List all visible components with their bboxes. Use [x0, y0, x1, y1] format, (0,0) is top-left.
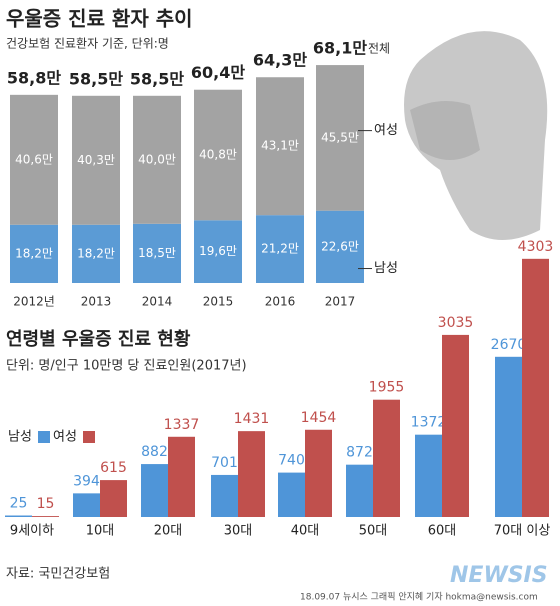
logo: NEWSIS: [450, 563, 548, 588]
silhouette-hand: [410, 101, 480, 160]
value-label: 740: [278, 453, 305, 469]
bar-segment: [72, 224, 120, 283]
legend-label: 여성: [53, 430, 77, 445]
bar-segment: [133, 95, 181, 224]
bar: [346, 464, 373, 517]
bar: [442, 334, 469, 517]
value-label: 3035: [438, 315, 474, 331]
x-tick-label: 20대: [154, 524, 183, 539]
value-label: 2670: [491, 337, 527, 353]
series-label: 남성: [374, 261, 398, 276]
value-label: 1454: [301, 410, 337, 426]
x-tick-label: 9세이하: [10, 524, 54, 539]
x-tick-label: 50대: [359, 524, 388, 539]
total-label: 68,1만: [313, 39, 367, 58]
bar-segment: [10, 224, 58, 283]
source: 자료: 국민건강보험: [6, 567, 110, 582]
value-label: 18,5만: [138, 246, 176, 260]
x-tick-label: 2016: [265, 295, 296, 309]
value-label: 22,6만: [321, 239, 359, 253]
bar: [5, 515, 32, 517]
subtitle: 건강보험 진료환자 기준, 단위:명: [6, 37, 169, 51]
value-label: 18,2만: [77, 246, 115, 260]
value-label: 882: [141, 444, 168, 460]
value-label: 21,2만: [261, 242, 299, 256]
total-label: 64,3만: [253, 51, 307, 70]
total-label: 58,5만: [69, 69, 123, 88]
bar: [238, 431, 265, 517]
total-name: 전체: [368, 42, 390, 56]
x-tick-label: 10대: [86, 524, 115, 539]
value-label: 40,3만: [77, 153, 115, 167]
x-tick-label: 60대: [428, 524, 457, 539]
bar-segment: [72, 95, 120, 225]
x-tick-label: 2014: [142, 295, 173, 309]
x-tick-label: 70대 이상: [494, 524, 551, 539]
bar: [32, 516, 59, 517]
series-label: 여성: [374, 123, 398, 138]
bar-segment: [194, 89, 242, 221]
bar-segment: [10, 94, 58, 225]
x-tick-label: 2013: [81, 295, 112, 309]
value-label: 45,5만: [321, 130, 359, 144]
value-label: 1431: [234, 411, 270, 427]
title: 우울증 진료 환자 추이: [6, 7, 193, 31]
bar-segment: [316, 65, 364, 211]
value-label: 15: [37, 496, 55, 512]
x-tick-label: 2017: [325, 295, 356, 309]
bar-segment: [316, 210, 364, 283]
bar: [495, 356, 522, 517]
value-label: 40,0만: [138, 152, 176, 166]
x-tick-label: 2015: [203, 295, 234, 309]
bar: [373, 399, 400, 517]
bar: [211, 474, 238, 517]
value-label: 40,6만: [15, 152, 53, 166]
value-label: 18,2만: [15, 246, 53, 260]
value-label: 4303: [518, 239, 554, 255]
bar-segment: [256, 77, 304, 216]
total-label: 60,4만: [191, 63, 245, 82]
x-tick-label: 2012년: [13, 295, 55, 309]
value-label: 25: [10, 496, 28, 512]
bar: [522, 258, 549, 517]
value-label: 872: [346, 445, 373, 461]
value-label: 394: [73, 473, 100, 489]
total-label: 58,5만: [130, 69, 184, 88]
legend-label: 남성: [8, 430, 32, 445]
bar-segment: [194, 220, 242, 283]
value-label: 1955: [369, 380, 405, 396]
legend-swatch: [83, 431, 95, 443]
value-label: 1372: [411, 415, 447, 431]
bar: [168, 436, 195, 517]
bar-segment: [256, 215, 304, 283]
value-label: 615: [100, 460, 127, 476]
value-label: 701: [211, 455, 238, 471]
subtitle: 단위: 명/인구 10만명 당 진료인원(2017년): [6, 359, 247, 374]
bar: [73, 493, 100, 517]
legend-swatch: [38, 431, 50, 443]
title: 연령별 우울증 진료 현황: [6, 329, 191, 350]
total-label: 58,8만: [7, 68, 61, 87]
x-tick-label: 40대: [291, 524, 320, 539]
value-label: 40,8만: [199, 148, 237, 162]
bar: [141, 464, 168, 517]
bar: [278, 472, 305, 517]
value-label: 1337: [164, 417, 200, 433]
bar: [415, 434, 442, 517]
bar: [100, 480, 127, 517]
bar: [305, 429, 332, 517]
credit: 18.09.07 뉴시스 그래픽 안지혜 기자 hokma@newsis.com: [300, 591, 538, 603]
x-tick-label: 30대: [224, 524, 253, 539]
bar-segment: [133, 223, 181, 283]
value-label: 19,6만: [199, 244, 237, 258]
value-label: 43,1만: [261, 139, 299, 153]
